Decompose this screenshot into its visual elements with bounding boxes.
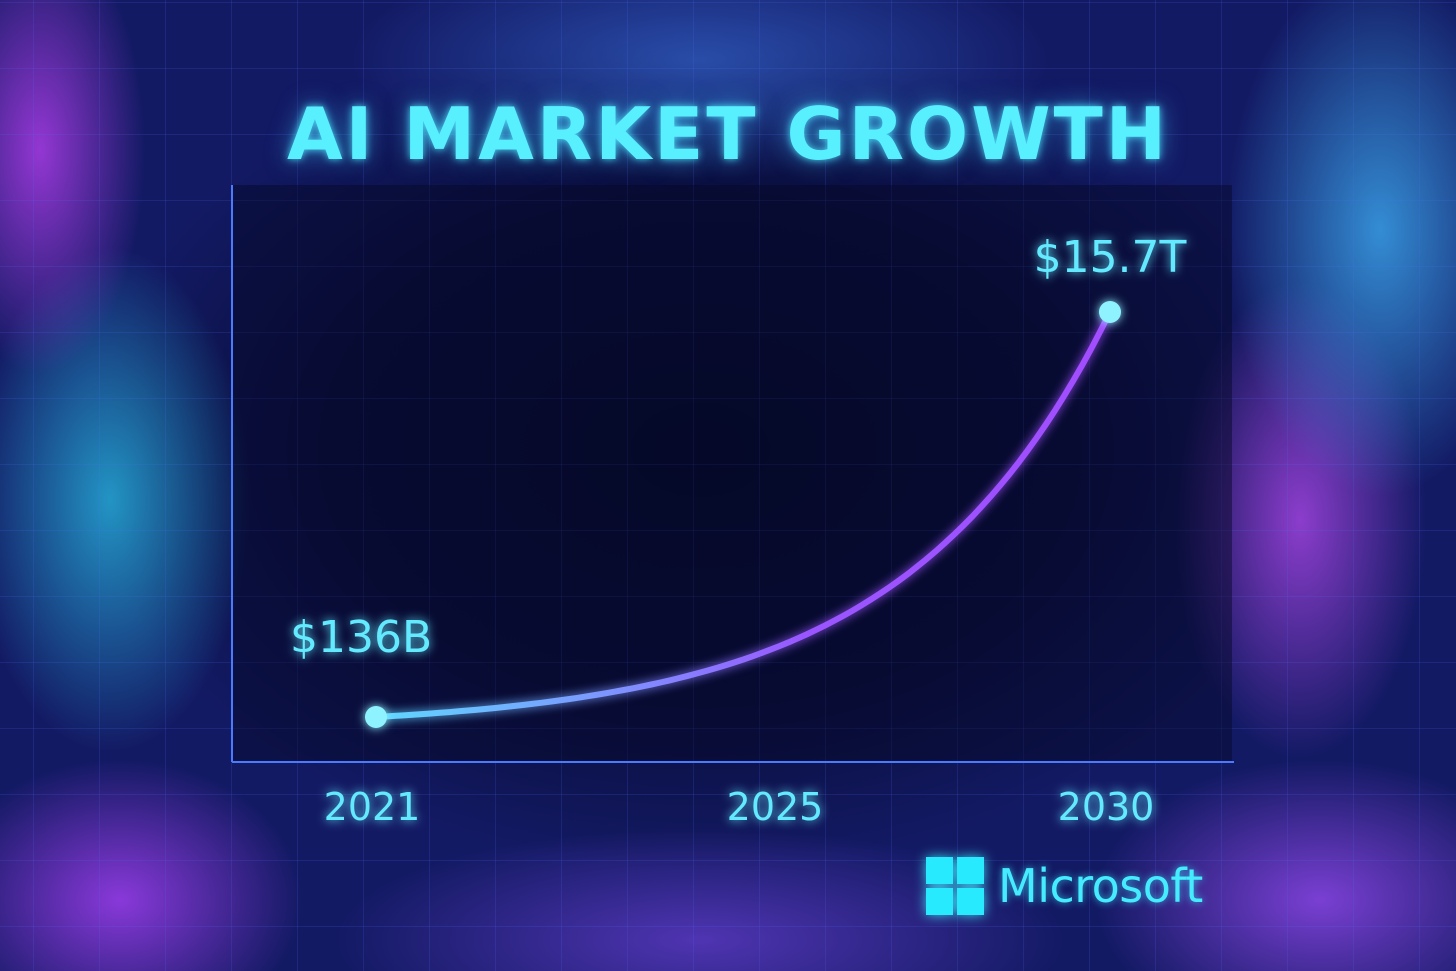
data-point-2030 [1099,301,1121,323]
x-tick-label-2030: 2030 [1058,785,1155,829]
data-label-2021: $136B [290,612,432,663]
series-line [373,309,1113,720]
microsoft-logo: Microsoft [926,856,1203,916]
chart-title: AI MARKET GROWTH [286,92,1170,176]
x-tick-label-2025: 2025 [727,785,824,829]
brand-name: Microsoft [998,859,1203,913]
windows-four-squares-icon [926,857,984,915]
data-point-2021 [365,706,387,728]
data-label-2030: $15.7T [1034,232,1187,283]
x-tick-label-2021: 2021 [324,785,421,829]
